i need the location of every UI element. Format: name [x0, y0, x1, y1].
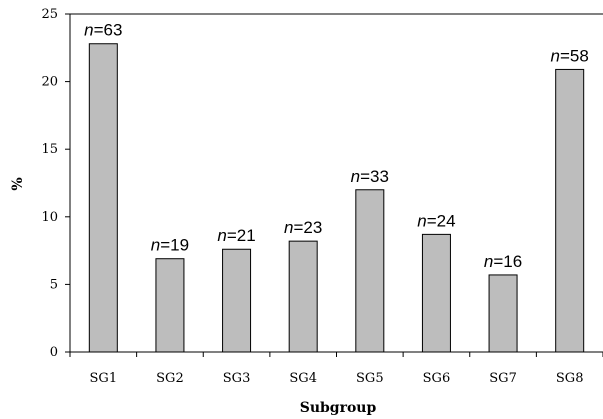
y-axis-title: % — [10, 177, 26, 190]
x-tick-label: SG6 — [423, 371, 451, 386]
data-label: n=63 — [84, 21, 122, 40]
x-tick-label: SG1 — [90, 371, 118, 386]
data-label-n: n — [484, 252, 493, 271]
y-tick-label: 10 — [41, 210, 58, 225]
x-tick-label: SG8 — [556, 371, 584, 386]
data-label: n=24 — [417, 211, 455, 230]
x-tick-label: SG3 — [223, 371, 251, 386]
x-tick-label: SG4 — [289, 371, 317, 386]
bar-sg6 — [421, 233, 451, 353]
data-label: n=58 — [551, 46, 589, 65]
data-label-count: =21 — [227, 226, 256, 245]
data-label: n=23 — [284, 218, 322, 237]
x-tick-label: SG2 — [156, 371, 184, 386]
data-label-count: =33 — [360, 167, 389, 186]
bar-sg4 — [288, 240, 318, 353]
bar-sg8 — [555, 68, 585, 353]
y-tick-label: 20 — [41, 75, 58, 90]
data-label-count: =19 — [160, 236, 189, 255]
data-label: n=21 — [217, 226, 255, 245]
data-label-n: n — [351, 167, 360, 186]
data-label-count: =58 — [560, 46, 589, 65]
bar-sg1 — [88, 43, 118, 353]
bar-sg5 — [355, 189, 385, 353]
data-label: n=16 — [484, 252, 522, 271]
data-label-count: =63 — [94, 21, 123, 40]
y-tick-label: 15 — [41, 142, 58, 157]
data-label-count: =16 — [493, 252, 522, 271]
data-label: n=19 — [151, 236, 189, 255]
bar-sg3 — [222, 248, 252, 353]
data-label: n=33 — [351, 167, 389, 186]
plot-area: 0510152025SG1n=63SG2n=19SG3n=21SG4n=23SG… — [41, 7, 603, 386]
data-label-n: n — [84, 21, 93, 40]
data-label-n: n — [217, 226, 226, 245]
bar-sg2 — [155, 258, 185, 353]
bar-sg7 — [488, 274, 518, 353]
y-tick-label: 5 — [50, 277, 58, 292]
data-label-n: n — [151, 236, 160, 255]
data-label-count: =24 — [427, 211, 456, 230]
x-axis-title: Subgroup — [300, 400, 377, 416]
data-label-n: n — [551, 46, 560, 65]
x-tick-label: SG7 — [489, 371, 517, 386]
x-tick-label: SG5 — [356, 371, 384, 386]
data-label-n: n — [417, 211, 426, 230]
data-label-n: n — [284, 218, 293, 237]
data-label-count: =23 — [294, 218, 323, 237]
y-tick-label: 25 — [41, 7, 58, 22]
y-tick-label: 0 — [50, 345, 58, 360]
